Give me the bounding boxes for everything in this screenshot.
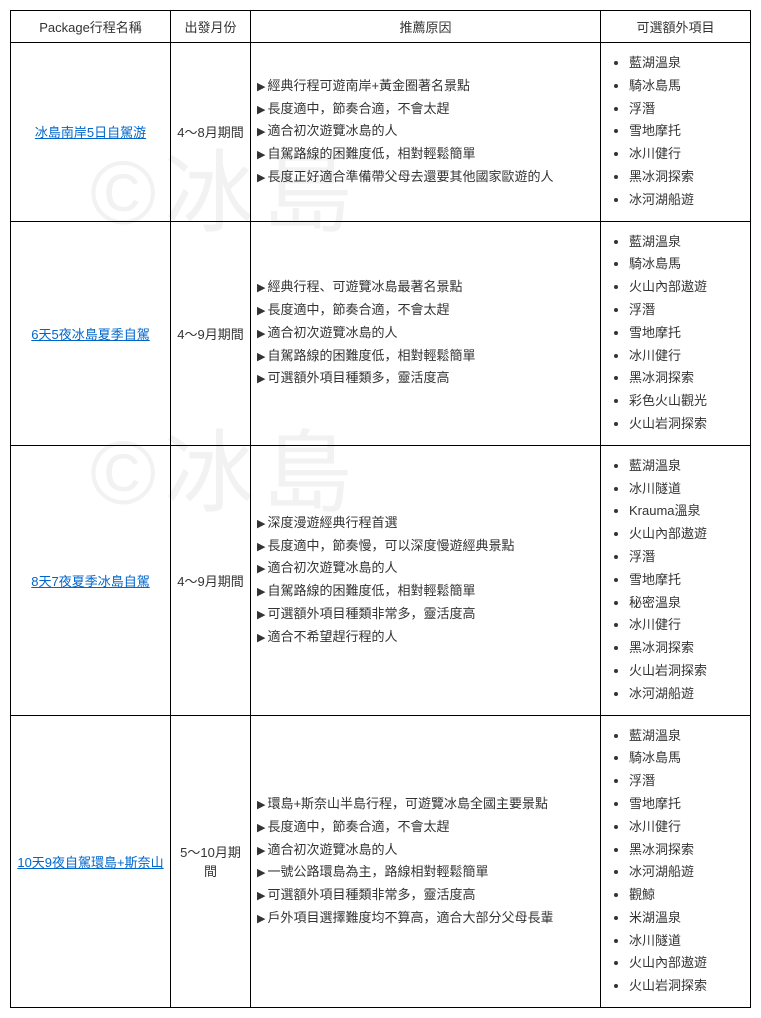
extra-item: 觀鯨 xyxy=(629,885,744,906)
extra-item: 彩色火山觀光 xyxy=(629,391,744,412)
extra-item: 冰河湖船遊 xyxy=(629,190,744,211)
extra-item: 黑冰洞探索 xyxy=(629,840,744,861)
extra-item: 冰川健行 xyxy=(629,817,744,838)
extra-item: 火山內部遨遊 xyxy=(629,953,744,974)
cell-reasons: 環島+斯奈山半島行程，可遊覽冰島全國主要景點長度適中，節奏合適，不會太趕適合初次… xyxy=(251,715,601,1008)
cell-reasons: 經典行程、可遊覽冰島最著名景點長度適中，節奏合適，不會太趕適合初次遊覽冰島的人自… xyxy=(251,221,601,445)
reason-item: 自駕路線的困難度低，相對輕鬆簡單 xyxy=(257,581,594,602)
extra-item: 雪地摩托 xyxy=(629,323,744,344)
extra-item: 浮潛 xyxy=(629,771,744,792)
extra-item: 雪地摩托 xyxy=(629,121,744,142)
reason-item: 一號公路環島為主，路線相對輕鬆簡單 xyxy=(257,862,594,883)
reason-item: 適合初次遊覽冰島的人 xyxy=(257,558,594,579)
reason-item: 自駕路線的困難度低，相對輕鬆簡單 xyxy=(257,144,594,165)
extra-item: 冰川隧道 xyxy=(629,931,744,952)
package-link[interactable]: 8天7夜夏季冰島自駕 xyxy=(31,574,149,589)
table-header-row: Package行程名稱 出發月份 推薦原因 可選額外項目 xyxy=(11,11,751,43)
extra-item: Krauma溫泉 xyxy=(629,501,744,522)
extra-item: 黑冰洞探索 xyxy=(629,167,744,188)
extra-item: 騎冰島馬 xyxy=(629,748,744,769)
reason-item: 長度適中，節奏合適，不會太趕 xyxy=(257,99,594,120)
reason-item: 適合初次遊覽冰島的人 xyxy=(257,323,594,344)
cell-extras: 藍湖溫泉騎冰島馬浮潛雪地摩托冰川健行黑冰洞探索冰河湖船遊 xyxy=(601,43,751,222)
cell-package-name: 6天5夜冰島夏季自駕 xyxy=(11,221,171,445)
extra-item: 冰河湖船遊 xyxy=(629,684,744,705)
extra-item: 騎冰島馬 xyxy=(629,76,744,97)
table-row: 冰島南岸5日自駕游 4～8月期間經典行程可遊南岸+黃金圈著名景點長度適中，節奏合適… xyxy=(11,43,751,222)
header-extra: 可選額外項目 xyxy=(601,11,751,43)
extra-item: 黑冰洞探索 xyxy=(629,638,744,659)
extra-item: 藍湖溫泉 xyxy=(629,456,744,477)
extra-item: 火山岩洞探索 xyxy=(629,661,744,682)
cell-extras: 藍湖溫泉騎冰島馬火山內部遨遊浮潛雪地摩托冰川健行黑冰洞探索彩色火山觀光火山岩洞探… xyxy=(601,221,751,445)
extra-item: 火山內部遨遊 xyxy=(629,277,744,298)
extra-item: 米湖溫泉 xyxy=(629,908,744,929)
extra-item: 浮潛 xyxy=(629,300,744,321)
reason-item: 適合初次遊覽冰島的人 xyxy=(257,840,594,861)
cell-extras: 藍湖溫泉騎冰島馬浮潛雪地摩托冰川健行黑冰洞探索冰河湖船遊觀鯨米湖溫泉冰川隧道火山… xyxy=(601,715,751,1008)
reason-item: 長度正好適合準備帶父母去還要其他國家歐遊的人 xyxy=(257,167,594,188)
table-row: 8天7夜夏季冰島自駕 4～9月期間深度漫遊經典行程首選長度適中，節奏慢，可以深度慢… xyxy=(11,445,751,715)
extra-item: 黑冰洞探索 xyxy=(629,368,744,389)
cell-month: 5～10月期間 xyxy=(171,715,251,1008)
header-month: 出發月份 xyxy=(171,11,251,43)
reason-item: 長度適中，節奏合適，不會太趕 xyxy=(257,300,594,321)
extra-item: 冰川健行 xyxy=(629,615,744,636)
cell-package-name: 冰島南岸5日自駕游 xyxy=(11,43,171,222)
cell-extras: 藍湖溫泉冰川隧道Krauma溫泉火山內部遨遊浮潛雪地摩托秘密溫泉冰川健行黑冰洞探… xyxy=(601,445,751,715)
header-name: Package行程名稱 xyxy=(11,11,171,43)
extra-item: 浮潛 xyxy=(629,99,744,120)
extra-item: 藍湖溫泉 xyxy=(629,53,744,74)
cell-month: 4～9月期間 xyxy=(171,445,251,715)
reason-item: 可選額外項目種類非常多，靈活度高 xyxy=(257,604,594,625)
extra-item: 火山內部遨遊 xyxy=(629,524,744,545)
reason-item: 可選額外項目種類非常多，靈活度高 xyxy=(257,885,594,906)
extra-item: 浮潛 xyxy=(629,547,744,568)
reason-item: 經典行程可遊南岸+黃金圈著名景點 xyxy=(257,76,594,97)
reason-item: 適合不希望趕行程的人 xyxy=(257,627,594,648)
reason-item: 經典行程、可遊覽冰島最著名景點 xyxy=(257,277,594,298)
reason-item: 深度漫遊經典行程首選 xyxy=(257,513,594,534)
table-row: 6天5夜冰島夏季自駕 4～9月期間經典行程、可遊覽冰島最著名景點長度適中，節奏合適… xyxy=(11,221,751,445)
reason-item: 自駕路線的困難度低，相對輕鬆簡單 xyxy=(257,346,594,367)
cell-package-name: 8天7夜夏季冰島自駕 xyxy=(11,445,171,715)
extra-item: 冰河湖船遊 xyxy=(629,862,744,883)
extra-item: 冰川健行 xyxy=(629,144,744,165)
extra-item: 冰川隧道 xyxy=(629,479,744,500)
header-reason: 推薦原因 xyxy=(251,11,601,43)
extra-item: 騎冰島馬 xyxy=(629,254,744,275)
extra-item: 雪地摩托 xyxy=(629,794,744,815)
reason-item: 戶外項目選擇難度均不算高，適合大部分父母長輩 xyxy=(257,908,594,929)
extra-item: 火山岩洞探索 xyxy=(629,414,744,435)
package-table: Package行程名稱 出發月份 推薦原因 可選額外項目 冰島南岸5日自駕游 4～… xyxy=(10,10,751,1008)
extra-item: 藍湖溫泉 xyxy=(629,232,744,253)
reason-item: 環島+斯奈山半島行程，可遊覽冰島全國主要景點 xyxy=(257,794,594,815)
table-row: 10天9夜自駕環島+斯奈山 5～10月期間環島+斯奈山半島行程，可遊覽冰島全國主要… xyxy=(11,715,751,1008)
package-link[interactable]: 6天5夜冰島夏季自駕 xyxy=(31,327,149,342)
cell-month: 4～8月期間 xyxy=(171,43,251,222)
extra-item: 冰川健行 xyxy=(629,346,744,367)
extra-item: 雪地摩托 xyxy=(629,570,744,591)
cell-month: 4～9月期間 xyxy=(171,221,251,445)
reason-item: 長度適中，節奏慢，可以深度慢遊經典景點 xyxy=(257,536,594,557)
reason-item: 長度適中，節奏合適，不會太趕 xyxy=(257,817,594,838)
cell-reasons: 經典行程可遊南岸+黃金圈著名景點長度適中，節奏合適，不會太趕適合初次遊覽冰島的人… xyxy=(251,43,601,222)
cell-package-name: 10天9夜自駕環島+斯奈山 xyxy=(11,715,171,1008)
package-link[interactable]: 10天9夜自駕環島+斯奈山 xyxy=(17,855,163,870)
package-link[interactable]: 冰島南岸5日自駕游 xyxy=(35,125,146,140)
reason-item: 可選額外項目種類多，靈活度高 xyxy=(257,368,594,389)
reason-item: 適合初次遊覽冰島的人 xyxy=(257,121,594,142)
cell-reasons: 深度漫遊經典行程首選長度適中，節奏慢，可以深度慢遊經典景點適合初次遊覽冰島的人自… xyxy=(251,445,601,715)
extra-item: 藍湖溫泉 xyxy=(629,726,744,747)
extra-item: 火山岩洞探索 xyxy=(629,976,744,997)
extra-item: 秘密溫泉 xyxy=(629,593,744,614)
